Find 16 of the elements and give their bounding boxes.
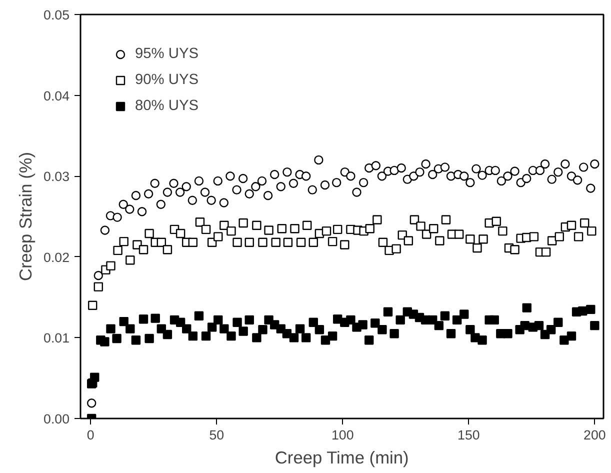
y-tick-label: 0.04 xyxy=(44,88,70,104)
x-axis-title: Creep Time (min) xyxy=(274,448,409,468)
legend-label: 80% UYS xyxy=(135,98,199,114)
x-tick-label: 50 xyxy=(209,428,224,442)
x-tick-label: 150 xyxy=(458,428,480,442)
y-tick-label: 0.03 xyxy=(44,169,70,184)
y-tick-label: 0.02 xyxy=(44,250,70,265)
x-tick-label: 0 xyxy=(86,428,94,442)
x-tick-label: 100 xyxy=(332,428,354,442)
x-tick-label: 200 xyxy=(584,428,606,442)
y-axis-title: Creep Strain (%) xyxy=(16,152,36,282)
y-tick-label: 0.01 xyxy=(44,330,70,346)
y-tick-label: 0.00 xyxy=(44,412,70,426)
y-tick-label: 0.05 xyxy=(44,8,70,22)
legend-label: 95% UYS xyxy=(135,46,199,62)
legend-label: 90% UYS xyxy=(135,72,199,88)
